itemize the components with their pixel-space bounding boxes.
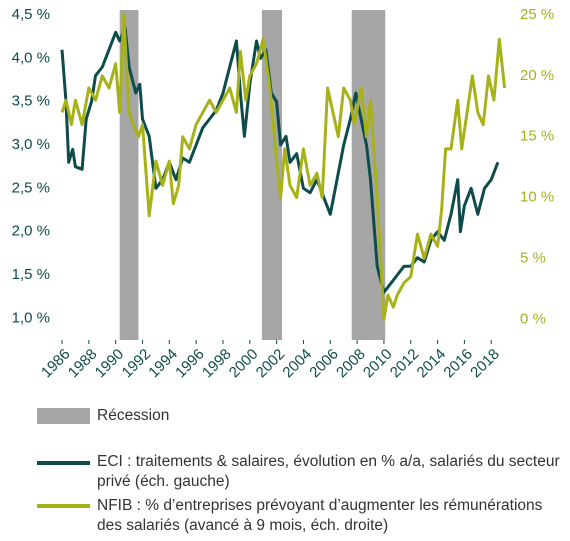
- legend-recession: Récession: [97, 407, 170, 424]
- legend-nfib: NFIB : % d’entreprises prévoyant d’augme…: [97, 497, 543, 534]
- x-tick-label: 1994: [145, 346, 181, 382]
- x-tick-label: 1986: [38, 346, 74, 382]
- y2-tick-label: 10 %: [520, 189, 554, 206]
- y2-tick-label: 15 %: [520, 128, 554, 145]
- x-tick-label: 2018: [467, 346, 503, 382]
- y-tick-label: 4,5 %: [12, 6, 50, 23]
- x-tick-label: 2016: [440, 346, 476, 382]
- y-tick-label: 2,0 %: [12, 223, 50, 240]
- x-tick-label: 2002: [253, 346, 289, 382]
- x-tick-label: 1992: [119, 346, 155, 382]
- x-tick-label: 2000: [226, 346, 262, 382]
- y2-tick-label: 25 %: [520, 6, 554, 23]
- y-tick-label: 1,5 %: [12, 266, 50, 283]
- legend-eci: ECI : traitements & salaires, évolution …: [97, 453, 560, 490]
- legend-swatch-recession: [37, 408, 90, 424]
- y-tick-label: 4,0 %: [12, 49, 50, 66]
- x-tick-label: 1988: [65, 346, 101, 382]
- series-line: [60, 13, 507, 321]
- y-tick-label: 3,0 %: [12, 136, 50, 153]
- y2-tick-label: 0 %: [520, 310, 546, 327]
- recession-band: [119, 10, 139, 340]
- x-tick-label: 2008: [333, 346, 369, 382]
- x-tick-label: 2014: [414, 346, 450, 382]
- x-tick-label: 1996: [172, 346, 208, 382]
- y-tick-label: 1,0 %: [12, 309, 50, 326]
- x-tick-label: 2012: [387, 346, 423, 382]
- y-tick-label: 3,5 %: [12, 93, 50, 110]
- x-tick-label: 2004: [279, 346, 315, 382]
- recession-band: [261, 10, 282, 340]
- x-tick-label: 1990: [92, 346, 128, 382]
- x-tick-label: 1998: [199, 346, 235, 382]
- x-tick-label: 2006: [306, 346, 342, 382]
- y2-tick-label: 20 %: [520, 67, 554, 84]
- y2-tick-label: 5 %: [520, 249, 546, 266]
- x-tick-label: 2010: [360, 346, 396, 382]
- y-tick-label: 2,5 %: [12, 179, 50, 196]
